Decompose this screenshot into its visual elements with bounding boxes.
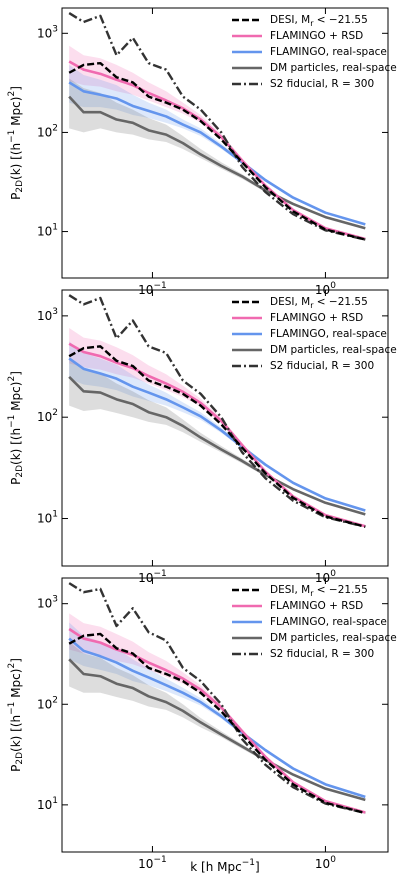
line: [68, 95, 366, 230]
y-axis-label: P2D​(k) [(h−1​ Mpc)2​]: [7, 371, 25, 485]
frame: [61, 577, 389, 853]
line: [68, 375, 366, 516]
y-tick-label: 101​: [37, 509, 58, 525]
plot-area: [68, 582, 366, 815]
band: [69, 622, 366, 798]
y-tick-label: 103​: [37, 24, 58, 40]
y-tick-label: 101​: [37, 795, 58, 811]
legend-label: FLAMINGO + RSD: [270, 600, 363, 612]
line: [68, 294, 366, 528]
y-tick-label: 103​: [37, 306, 58, 322]
y-tick-label: 102​: [37, 408, 58, 424]
legend-label: FLAMINGO + RSD: [270, 312, 363, 324]
band: [69, 45, 366, 241]
y-axis-label: P2D​(k) [(h−1​ Mpc)2​]: [7, 658, 25, 772]
frame: [61, 289, 389, 567]
legend-label: DM particles, real-space: [270, 62, 397, 74]
line: [68, 637, 366, 799]
legend-label: DESI, Mr​ < −21.55: [270, 584, 368, 598]
panel: 10−1​100​101​102​103​P2D​(k) [(h−1​ Mpc)…: [7, 289, 397, 585]
plot-area: [68, 294, 366, 528]
band: [69, 78, 366, 230]
line: [68, 345, 366, 528]
legend-label: DESI, Mr​ < −21.55: [270, 296, 368, 310]
panel: 10−1​ 100​ 101​ 102​ 103​ P2D​(k) [(h−1​ Mpc)…: [7, 577, 397, 874]
line: [68, 632, 366, 815]
y-tick-label: 101​: [37, 222, 58, 238]
line: [68, 658, 366, 802]
y-tick-label: 102​: [37, 695, 58, 711]
x-axis-label: k [h Mpc−1​]: [190, 858, 259, 874]
line: [68, 627, 366, 814]
y-tick-label: 102​: [37, 123, 58, 139]
line: [68, 582, 366, 815]
x-tick-label: 10−1​: [138, 855, 167, 871]
legend-label: FLAMINGO + RSD: [270, 30, 363, 42]
band: [69, 327, 366, 528]
legend-label: S2 fiducial, R = 300: [270, 78, 374, 90]
band: [69, 358, 366, 516]
x-tick-label: 100​: [315, 855, 336, 871]
legend-label: DM particles, real-space: [270, 632, 397, 644]
y-axis-label: P2D​(k) [(h−1​ Mpc)2​]: [7, 86, 25, 200]
legend-label: DM particles, real-space: [270, 344, 397, 356]
legend-label: S2 fiducial, R = 300: [270, 360, 374, 372]
legend-label: FLAMINGO, real-space: [270, 46, 387, 58]
line: [68, 342, 366, 528]
line: [68, 81, 366, 226]
plot-area: [68, 12, 366, 241]
legend-label: DESI, Mr​ < −21.55: [270, 14, 368, 28]
legend-label: S2 fiducial, R = 300: [270, 648, 374, 660]
band: [69, 641, 366, 801]
line: [68, 357, 366, 512]
y-tick-label: 103​: [37, 594, 58, 610]
legend-label: FLAMINGO, real-space: [270, 616, 387, 628]
panel: 10−1​100​101​102​103​P2D​(k) [(h−1​ Mpc)…: [7, 7, 397, 297]
line: [68, 60, 366, 241]
frame: [61, 7, 389, 279]
legend-label: FLAMINGO, real-space: [270, 328, 387, 340]
line: [68, 61, 366, 241]
